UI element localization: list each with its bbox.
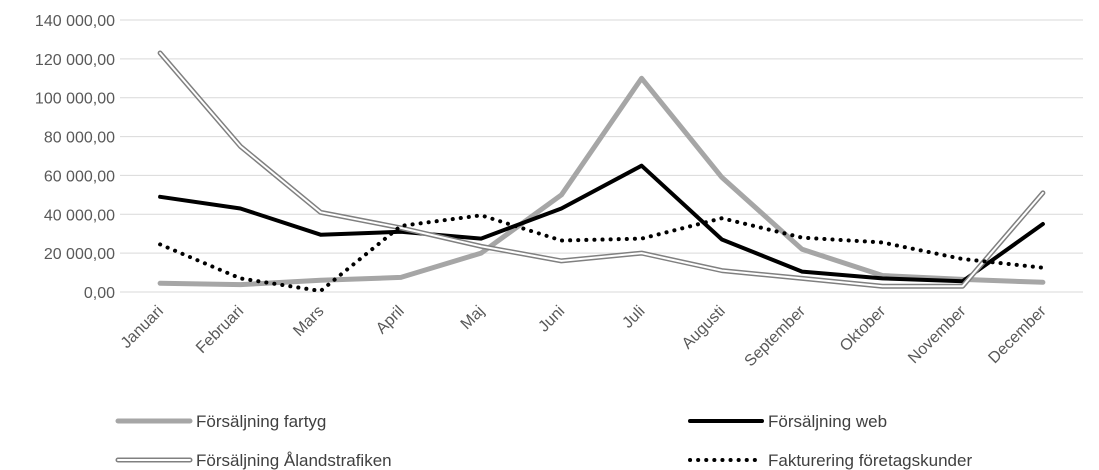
data-point	[880, 240, 885, 245]
data-point	[639, 251, 644, 256]
data-point	[238, 276, 243, 281]
series-line-foretagskunder	[158, 213, 1045, 293]
data-point	[719, 268, 724, 273]
data-point	[1040, 222, 1045, 227]
y-axis: 0,00 20 000,00 40 000,00 60 000,00 80 000,00…	[35, 13, 115, 302]
data-point	[559, 238, 564, 243]
x-tick-label: Juli	[619, 303, 648, 332]
data-point	[719, 216, 724, 221]
y-tick-label: 60 000,00	[44, 168, 115, 185]
data-point	[238, 144, 243, 149]
legend-label: Försäljning web	[768, 412, 887, 431]
y-tick-label: 40 000,00	[44, 207, 115, 224]
y-tick-label: 100 000,00	[35, 91, 115, 108]
series-1	[157, 75, 1046, 288]
x-tick-label: November	[905, 302, 970, 367]
data-point	[158, 194, 163, 199]
data-point	[880, 284, 885, 289]
data-point	[158, 242, 163, 247]
series-line-web	[158, 163, 1045, 284]
x-tick-label: Maj	[458, 303, 488, 333]
data-point	[880, 276, 885, 281]
data-point	[960, 284, 965, 289]
x-tick-label: Juni	[535, 303, 568, 336]
x-tick-label: Februari	[193, 303, 247, 357]
data-point	[238, 282, 243, 287]
series-2	[158, 163, 1045, 284]
data-point	[158, 51, 163, 56]
legend-label: Fakturering företagskunder	[768, 451, 972, 470]
data-point	[318, 232, 323, 237]
series-lines	[157, 50, 1046, 294]
data-point	[800, 235, 805, 240]
series-4	[158, 213, 1045, 294]
data-point	[479, 236, 484, 241]
legend-label: Försäljning Ålandstrafiken	[196, 451, 392, 470]
data-point	[479, 213, 484, 218]
data-point	[719, 237, 724, 242]
data-point	[1040, 280, 1045, 285]
y-tick-label: 20 000,00	[44, 246, 115, 263]
legend-label: Försäljning fartyg	[196, 412, 326, 431]
series-line-alandstrafiken-inner	[159, 52, 1044, 288]
series-3	[157, 50, 1046, 289]
x-tick-label: September	[742, 302, 810, 370]
data-point	[800, 247, 805, 252]
data-point	[639, 236, 644, 241]
series-line-alandstrafiken	[157, 50, 1046, 289]
data-point	[639, 163, 644, 168]
legend-item: Fakturering företagskunder	[688, 451, 972, 470]
data-point	[960, 256, 965, 261]
data-point	[559, 258, 564, 263]
data-point	[398, 275, 403, 280]
data-point	[238, 206, 243, 211]
y-tick-label: 140 000,00	[35, 13, 115, 30]
data-point	[318, 289, 323, 294]
data-point	[559, 192, 564, 197]
x-tick-label: April	[373, 303, 408, 338]
x-tick-label: December	[985, 302, 1050, 367]
data-point	[1040, 190, 1045, 195]
data-point	[559, 206, 564, 211]
y-tick-label: 80 000,00	[44, 130, 115, 147]
legend-item: Försäljning fartyg	[115, 412, 326, 431]
data-point	[800, 276, 805, 281]
legend-item: Försäljning web	[688, 412, 887, 431]
legend-item: Försäljning Ålandstrafiken	[115, 451, 392, 470]
x-tick-label: Augusti	[679, 303, 729, 353]
y-tick-label: 0,00	[84, 285, 115, 302]
x-tick-label: Oktober	[837, 302, 890, 355]
gridlines	[120, 19, 1083, 293]
data-point	[318, 278, 323, 283]
data-point	[318, 210, 323, 215]
series-line-fartyg	[157, 75, 1046, 288]
x-tick-label: Mars	[290, 303, 327, 340]
data-point	[719, 175, 724, 180]
data-point	[800, 269, 805, 274]
data-point	[398, 223, 403, 228]
data-point	[639, 76, 644, 81]
data-point	[158, 281, 163, 286]
legend: Försäljning fartyg Försäljning web Försälj…	[115, 412, 972, 470]
y-tick-label: 120 000,00	[35, 52, 115, 69]
x-tick-label: Januari	[118, 303, 167, 352]
data-point	[479, 251, 484, 256]
x-axis: Januari Februari Mars April Maj Juni Juli Augus…	[118, 302, 1050, 370]
data-point	[1040, 265, 1045, 270]
data-point	[479, 244, 484, 249]
